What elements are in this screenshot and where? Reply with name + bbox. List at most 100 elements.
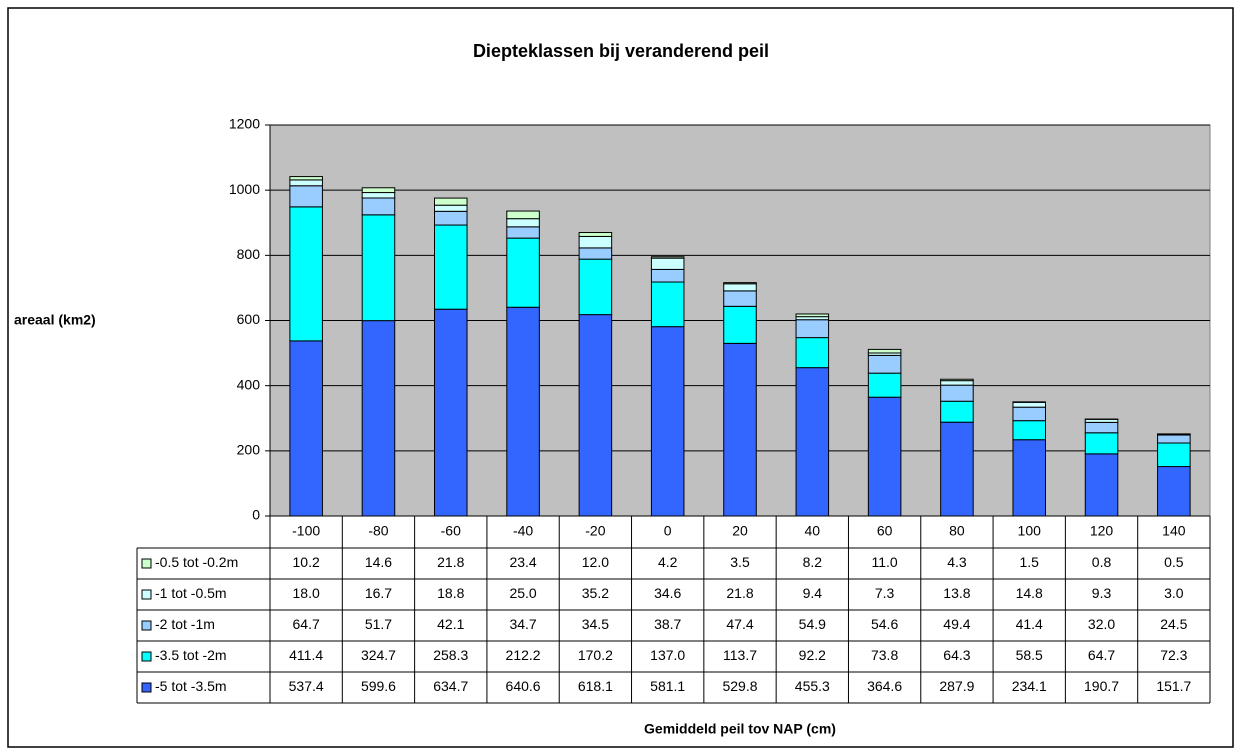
bar-segment [795,313,830,318]
bar-segment [361,192,396,199]
table-value: 324.7 [361,647,396,663]
table-value: 64.7 [293,616,320,632]
bar-segment [867,348,902,354]
bar-segment [506,210,540,220]
bar-segment [940,384,974,402]
table-value: 18.0 [293,585,320,601]
table-value: 7.3 [875,585,895,601]
bar-segment [1012,406,1047,422]
bar-segment [506,218,540,228]
table-value: 258.3 [433,647,468,663]
table-value: 14.8 [1016,585,1043,601]
x-tick-label: -100 [292,523,320,539]
bar-segment [940,421,974,517]
bar-segment [361,320,396,517]
bar-segment [795,337,830,369]
table-value: 24.5 [1160,616,1187,632]
bar-segment [578,247,613,260]
bar-segment [578,232,613,237]
legend-label: -1 tot -0.5m [155,585,227,601]
bar-segment [1084,453,1119,517]
table-value: 72.3 [1160,647,1187,663]
bar-segment [1012,401,1047,408]
bar-segment [361,214,396,322]
table-value: 34.6 [654,585,681,601]
table-value: 618.1 [578,678,613,694]
legend-label: -2 tot -1m [155,616,215,632]
legend-label: -0.5 tot -0.2m [155,554,238,570]
bar-segment [578,235,613,249]
table-value: 25.0 [509,585,536,601]
bar-segment [940,378,974,382]
bar-segment [867,372,902,398]
bar-segment [361,197,396,216]
table-value: 0.8 [1092,554,1112,570]
table-value: 9.3 [1092,585,1112,601]
bar-segment [795,367,830,517]
bar-segment [795,319,830,339]
bar-segment [1157,434,1191,444]
table-value: 212.2 [506,647,541,663]
table-value: 3.0 [1164,585,1184,601]
table-value: 151.7 [1156,678,1191,694]
x-tick-label: 80 [949,523,965,539]
bar-segment [578,258,613,316]
x-tick-label: 20 [732,523,748,539]
table-value: 13.8 [943,585,970,601]
table-value: 11.0 [872,554,898,570]
table-value: 47.4 [726,616,753,632]
table-value: 21.8 [726,585,753,601]
bar-segment [434,308,468,517]
legend-swatch [141,651,152,662]
bar-segment [723,283,757,292]
y-tick-label: 1200 [229,116,260,132]
table-value: 92.2 [799,647,826,663]
table-value: 21.8 [437,554,464,570]
table-value: 51.7 [365,616,392,632]
bar-segment [289,179,323,187]
table-value: 537.4 [289,678,324,694]
bar-segment [289,185,323,208]
table-value: 64.7 [1088,647,1115,663]
table-value: 4.2 [658,554,678,570]
table-value: 73.8 [871,647,898,663]
x-tick-label: 60 [877,523,893,539]
legend-swatch [141,589,152,600]
table-value: 34.5 [582,616,609,632]
table-value: 42.1 [437,616,464,632]
bar-segment [650,281,685,328]
table-value: 16.7 [365,585,392,601]
table-value: 4.3 [947,554,967,570]
bar-segment [723,305,757,344]
y-tick-label: 0 [252,507,260,523]
bar-segment [361,187,396,194]
bar-segment [867,354,902,374]
table-value: 10.2 [293,554,320,570]
table-value: 581.1 [650,678,685,694]
table-value: 0.5 [1164,554,1184,570]
bar-segment [506,306,540,517]
table-value: 41.4 [1016,616,1043,632]
table-value: 634.7 [433,678,468,694]
bar-segment [1012,439,1047,517]
legend-label: -5 tot -3.5m [155,678,227,694]
table-value: 38.7 [654,616,681,632]
bar-segment [723,342,757,517]
bar-segment [434,204,468,212]
bar-segment [723,282,757,285]
y-tick-label: 600 [237,311,261,327]
table-value: 137.0 [650,647,685,663]
bar-segment [289,340,323,517]
bar-segment [867,396,902,517]
table-value: 54.9 [799,616,826,632]
legend-swatch [141,620,152,631]
legend-swatch [141,682,152,693]
bar-segment [578,314,613,517]
bar-segment [289,176,323,181]
bar-segment [650,256,685,259]
bar-segment [1084,421,1119,434]
table-value: 234.1 [1012,678,1047,694]
table-value: 58.5 [1016,647,1043,663]
table-value: 9.4 [803,585,823,601]
